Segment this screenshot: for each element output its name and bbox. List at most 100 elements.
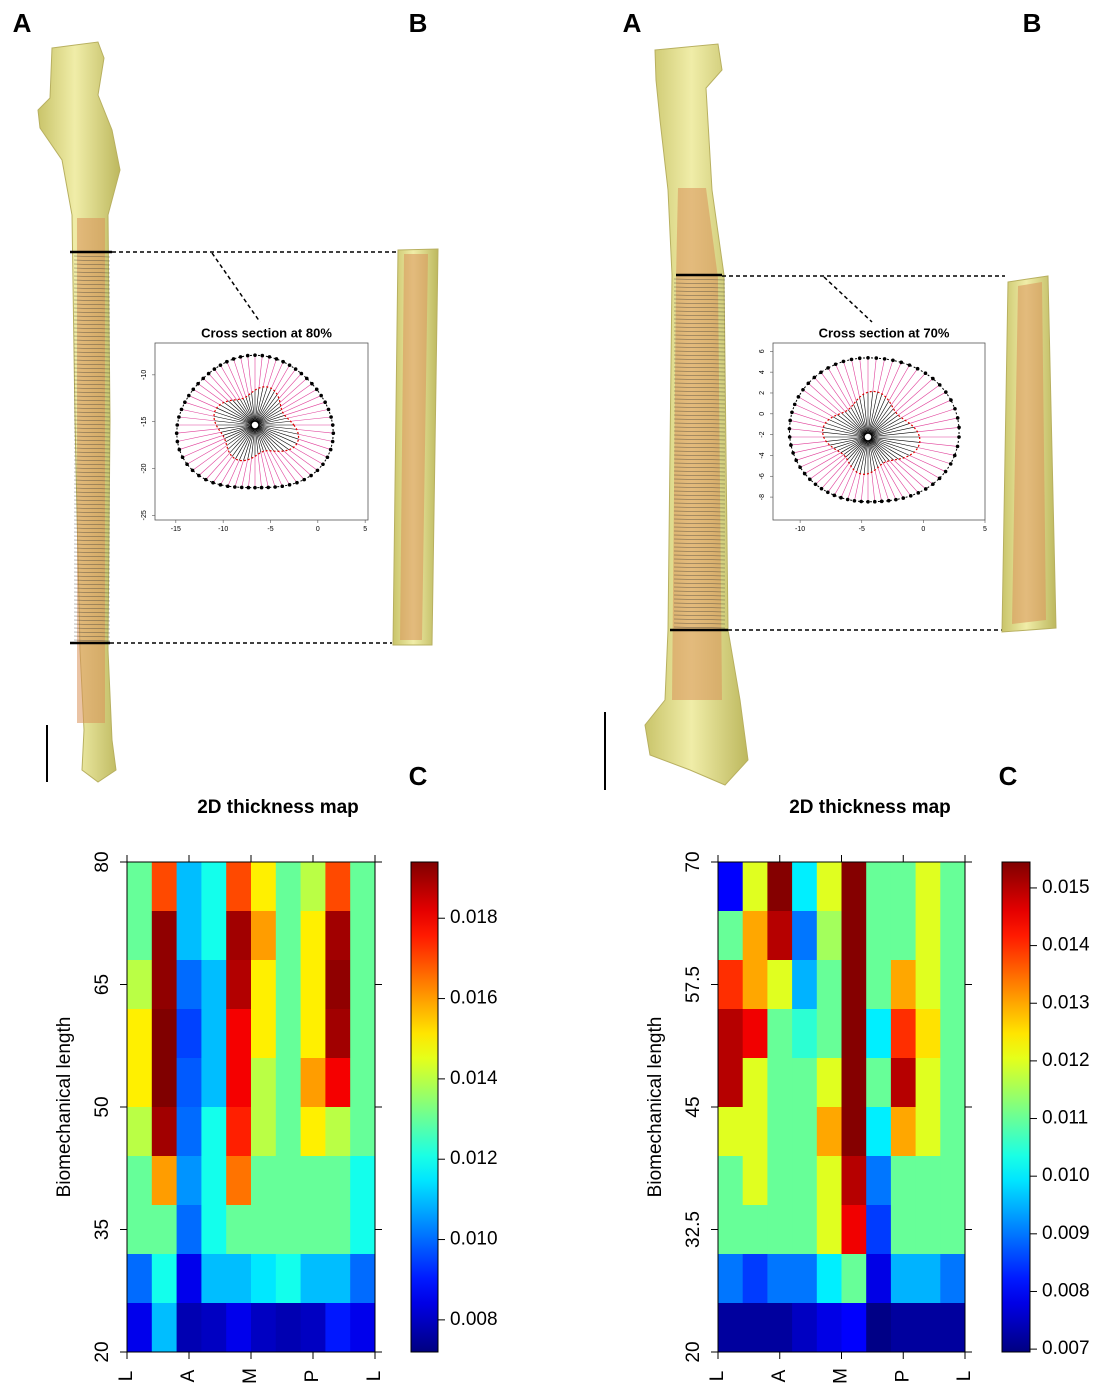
y-tick-label: -4: [759, 452, 766, 458]
radial-line: [847, 472, 857, 500]
contour-point: [319, 393, 323, 398]
slice-ring: [73, 591, 111, 594]
heatmap-cell: [226, 1205, 252, 1255]
contour-point: [879, 499, 884, 504]
radial-line: [220, 458, 236, 486]
heatmap-cell: [742, 862, 768, 912]
heatmap-cell: [890, 960, 917, 1010]
slice-ring: [73, 531, 111, 534]
heatmap-cell: [176, 1058, 202, 1108]
radial-line: [176, 428, 219, 434]
radial-line: [258, 355, 263, 389]
heatmap-cell: [890, 911, 917, 961]
contour-point: [238, 355, 243, 359]
heatmap-cell: [940, 1303, 966, 1353]
radial-line: [867, 400, 890, 438]
contour-point: [955, 416, 960, 420]
radial-line: [186, 441, 226, 465]
slice-ring: [673, 538, 726, 541]
slice-ring: [673, 490, 726, 493]
radial-line: [843, 436, 869, 456]
x-tick-label: L: [954, 1371, 975, 1382]
radial-line: [192, 445, 227, 471]
contour-point: [812, 375, 817, 380]
radial-line: [182, 438, 225, 458]
heatmap-cell: [792, 1107, 818, 1157]
radial-line: [239, 399, 256, 426]
contour-point: [808, 477, 812, 482]
radial-line: [235, 424, 256, 460]
slice-ring: [673, 418, 726, 421]
heatmap-cell: [201, 1058, 227, 1108]
radial-line: [254, 424, 290, 451]
slice-ring: [673, 494, 726, 497]
heatmap-cell: [201, 1156, 227, 1206]
heatmap-cell: [866, 1058, 892, 1108]
heatmap-cell: [176, 1107, 202, 1157]
heatmap-cell: [151, 911, 178, 961]
radial-line: [905, 399, 952, 421]
heatmap-cell: [325, 1009, 351, 1059]
radial-line: [231, 424, 256, 457]
heatmap-cell: [350, 862, 376, 912]
x-tick-label: 5: [363, 526, 367, 533]
x-tick-label: L: [707, 1371, 728, 1382]
radial-line: [822, 431, 869, 438]
slice-ring: [73, 611, 111, 614]
heatmap-cell: [866, 1156, 892, 1206]
slice-ring: [73, 435, 111, 438]
y-tick-label: -20: [141, 463, 148, 473]
contour-point: [833, 362, 838, 367]
heatmap-cell: [718, 1009, 744, 1059]
heatmap-cell: [176, 1205, 202, 1255]
slice-ring: [73, 467, 111, 470]
heatmap-cell: [890, 1058, 917, 1108]
heatmap-cell: [151, 862, 178, 912]
heatmap-cell: [915, 960, 941, 1010]
radial-line: [276, 368, 296, 395]
slice-ring: [73, 391, 111, 394]
radial-line: [254, 406, 281, 426]
slice-ring: [73, 271, 111, 274]
slice-ring: [73, 619, 111, 622]
contour-point: [328, 447, 333, 452]
contour-point: [190, 468, 195, 473]
y-tick-label: -8: [759, 494, 766, 500]
heatmap-cell: [251, 1107, 277, 1157]
radial-line: [871, 472, 876, 502]
radial-line: [909, 455, 946, 472]
contour-point: [314, 387, 319, 392]
contour-point: [177, 415, 181, 419]
slice-ring: [73, 291, 111, 294]
slice-ring: [73, 475, 111, 478]
radial-line: [874, 469, 882, 502]
contour-point: [287, 363, 292, 367]
heatmap-cell: [742, 1303, 768, 1353]
slice-ring: [73, 431, 111, 434]
heatmap-cell: [275, 1205, 302, 1255]
radial-line: [855, 400, 869, 438]
radial-line: [254, 424, 299, 440]
heatmap-cell: [201, 1254, 227, 1304]
slice-ring: [673, 610, 726, 613]
slice-ring: [73, 395, 111, 398]
slice-ring: [673, 422, 726, 425]
slice-ring: [73, 407, 111, 410]
radial-line: [254, 386, 268, 426]
radial-line: [282, 395, 322, 413]
contour-point: [839, 495, 843, 500]
contour-point: [923, 487, 928, 491]
panel-label: A: [13, 8, 32, 38]
slice-ring: [673, 574, 726, 577]
heatmap-cell: [127, 1058, 153, 1108]
heatmap-cell: [226, 960, 252, 1010]
contour-point: [211, 480, 215, 485]
radial-line: [214, 411, 256, 426]
contour-point: [787, 435, 792, 439]
panel-label: B: [409, 8, 428, 38]
contour-point: [801, 387, 805, 392]
right-segment: [1001, 275, 1057, 633]
heatmap-cell: [841, 960, 867, 1010]
radial-line: [799, 450, 838, 468]
